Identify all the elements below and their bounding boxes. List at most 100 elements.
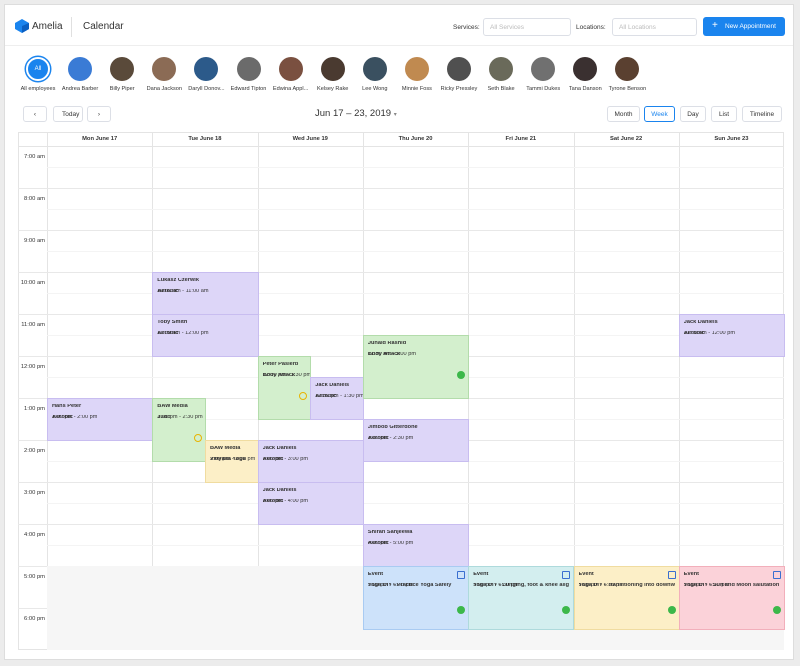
next-button[interactable]: › <box>87 106 111 122</box>
appointment-name: Jack Daniels <box>315 383 350 388</box>
appointment-service: Yoga DIY - Sun and Moon salutation fl... <box>683 582 781 588</box>
appointment[interactable]: Peter Pasierb 12:00 pm - 1:30 pm Body Atta… <box>257 356 312 420</box>
calendar-icon <box>773 571 782 579</box>
services-select[interactable]: All Services <box>483 18 571 36</box>
appointment-name: BAW Media <box>209 446 241 451</box>
employee-avatar[interactable] <box>404 57 429 81</box>
appointment-service: Aerobic <box>262 456 284 462</box>
day-header: Wed June 19 <box>292 136 328 142</box>
pending-icon <box>193 434 202 442</box>
view-button[interactable]: Week <box>644 106 675 122</box>
appointment[interactable]: Event 5:00 pm - 6:30 pm Yoga DIY - Transit… <box>573 566 680 630</box>
services-label: Services: <box>453 24 480 31</box>
range-text: Jun 17 – 23, 2019 <box>315 108 392 119</box>
appointment-service: Aerobic <box>315 393 337 399</box>
appointment-service: Judo <box>157 414 171 420</box>
header-line <box>18 146 785 147</box>
locations-select[interactable]: All Locations <box>612 18 697 36</box>
employee-avatar[interactable] <box>110 57 135 81</box>
prev-button[interactable]: ‹ <box>23 106 47 122</box>
appointment-time: 1:00 pm - 2:00 pm <box>52 414 98 420</box>
employee-avatar[interactable] <box>68 57 93 81</box>
appointment[interactable]: Event 5:00 pm - 6:30 pm Yoga DIY - Practic… <box>362 566 470 630</box>
appointment[interactable]: Event 5:00 pm - 6:30 pm Yoga DIY - Lunging… <box>468 566 575 630</box>
employee-name: All employees <box>20 86 56 92</box>
employee-avatar[interactable] <box>531 57 556 81</box>
employee-avatar[interactable] <box>615 57 640 81</box>
appointment-time: 5:00 pm - 6:30 pm <box>578 582 624 588</box>
appointment-time: 5:00 pm - 6:30 pm <box>473 582 519 588</box>
button-label: New Appointment <box>725 23 776 30</box>
appointment[interactable]: Toby Smith 11:00 am - 12:00 pm Aerobic <box>152 314 259 357</box>
appointment[interactable]: Shiran Sanjeewa 4:00 pm - 5:00 pm Aerobic <box>362 524 470 567</box>
employee-avatar[interactable] <box>236 57 261 81</box>
plus-icon: + <box>712 20 718 31</box>
half-hour-line <box>47 209 785 210</box>
appointment[interactable]: Event 5:00 pm - 6:30 pm Yoga DIY - Sun and… <box>678 566 786 630</box>
appointment-name: Shiran Sanjeewa <box>367 530 413 535</box>
new-appointment-button[interactable]: + New Appointment <box>703 17 785 36</box>
appointment-time: 10:00 am - 11:00 am <box>157 288 209 294</box>
appointment-time: 1:30 pm - 2:30 pm <box>367 435 414 441</box>
appointment-service: Aerobic <box>157 330 179 336</box>
appointment-time: 12:00 pm - 1:30 pm <box>262 372 312 378</box>
appointment[interactable]: Hans Peter 1:00 pm - 2:00 pm Aerobic <box>47 398 154 441</box>
appointment-time: 1:00 pm - 2:30 pm <box>157 414 203 420</box>
appointment[interactable]: BAW Media 2:00 pm - 3:00 pm Vinyasa Yoga <box>204 440 259 483</box>
appointment[interactable]: Jack Daniels 3:00 pm - 4:00 pm Aerobic <box>257 482 364 525</box>
today-button[interactable]: Today <box>53 106 83 122</box>
hour-label: 2:00 pm <box>24 448 45 454</box>
date-range[interactable]: Jun 17 – 23, 2019 ▾ <box>315 108 397 119</box>
hour-label: 10:00 am <box>20 280 45 286</box>
employee-avatar[interactable] <box>573 57 598 81</box>
separator <box>5 45 793 46</box>
view-button[interactable]: Day <box>680 106 706 122</box>
appointment[interactable]: Jack Daniels 2:00 pm - 3:00 pm Aerobic <box>257 440 364 483</box>
appointment-service: Aerobic <box>157 288 179 294</box>
appointment-time: 4:00 pm - 5:00 pm <box>367 540 414 546</box>
employee-avatar[interactable] <box>278 57 303 81</box>
appointment-service: Vinyasa Yoga <box>209 456 246 462</box>
employee-avatar[interactable]: All <box>26 57 50 81</box>
half-hour-line <box>47 167 785 168</box>
appointment-name: Jack Daniels <box>683 320 718 325</box>
day-divider <box>152 132 154 650</box>
approved-icon <box>667 606 676 614</box>
appointment-name: Event <box>578 572 594 577</box>
day-divider <box>573 132 575 650</box>
employee-avatar[interactable] <box>489 57 514 81</box>
employee-name: Seth Blake <box>487 86 515 92</box>
calendar-card: Amelia Calendar Services: All Services L… <box>4 4 794 660</box>
view-button[interactable]: Month <box>607 106 640 122</box>
employee-avatar[interactable] <box>152 57 177 81</box>
employee-avatar[interactable] <box>320 57 345 81</box>
employee-avatar[interactable] <box>362 57 387 81</box>
employee-name: Edwina Appl... <box>272 86 309 92</box>
view-button[interactable]: List <box>711 106 737 122</box>
employee-name: Dana Jackson <box>146 86 183 92</box>
appointment-name: BAW Media <box>157 404 188 409</box>
hour-label: 7:00 am <box>24 154 45 160</box>
employee-avatar[interactable] <box>447 57 471 81</box>
half-hour-line <box>47 251 785 252</box>
appointment-name: Toby Smith <box>157 320 188 325</box>
view-button[interactable]: Timeline <box>742 106 782 122</box>
hour-label: 5:00 pm <box>24 574 45 580</box>
brand: Amelia <box>32 21 63 32</box>
employee-name: Billy Piper <box>109 86 135 92</box>
appointment[interactable]: Jack Daniels 12:30 pm - 1:30 pm Aerobic <box>310 377 364 420</box>
appointment[interactable]: Jack Daniels 11:00 am - 12:00 pm Aerobic <box>678 314 786 357</box>
employee-avatar[interactable] <box>194 57 219 81</box>
employee-name: Minnie Foss <box>401 86 432 92</box>
appointment-service: Aerobic <box>683 330 705 336</box>
pending-icon <box>299 392 308 400</box>
appointment[interactable]: Junaid Rashid 11:30 am - 1:00 pm Body Atta… <box>362 335 470 399</box>
hour-label: 8:00 am <box>24 196 45 202</box>
hour-label: 6:00 pm <box>24 616 45 622</box>
appointment[interactable]: Jimbob Gitterdone 1:30 pm - 2:30 pm Aerobi… <box>362 419 470 462</box>
employee-name: Edward Tipton <box>230 86 267 92</box>
appointment[interactable]: Lukasz Czerwik 10:00 am - 11:00 am Aerobic <box>152 272 259 315</box>
approved-icon <box>562 606 571 614</box>
approved-icon <box>457 371 466 379</box>
